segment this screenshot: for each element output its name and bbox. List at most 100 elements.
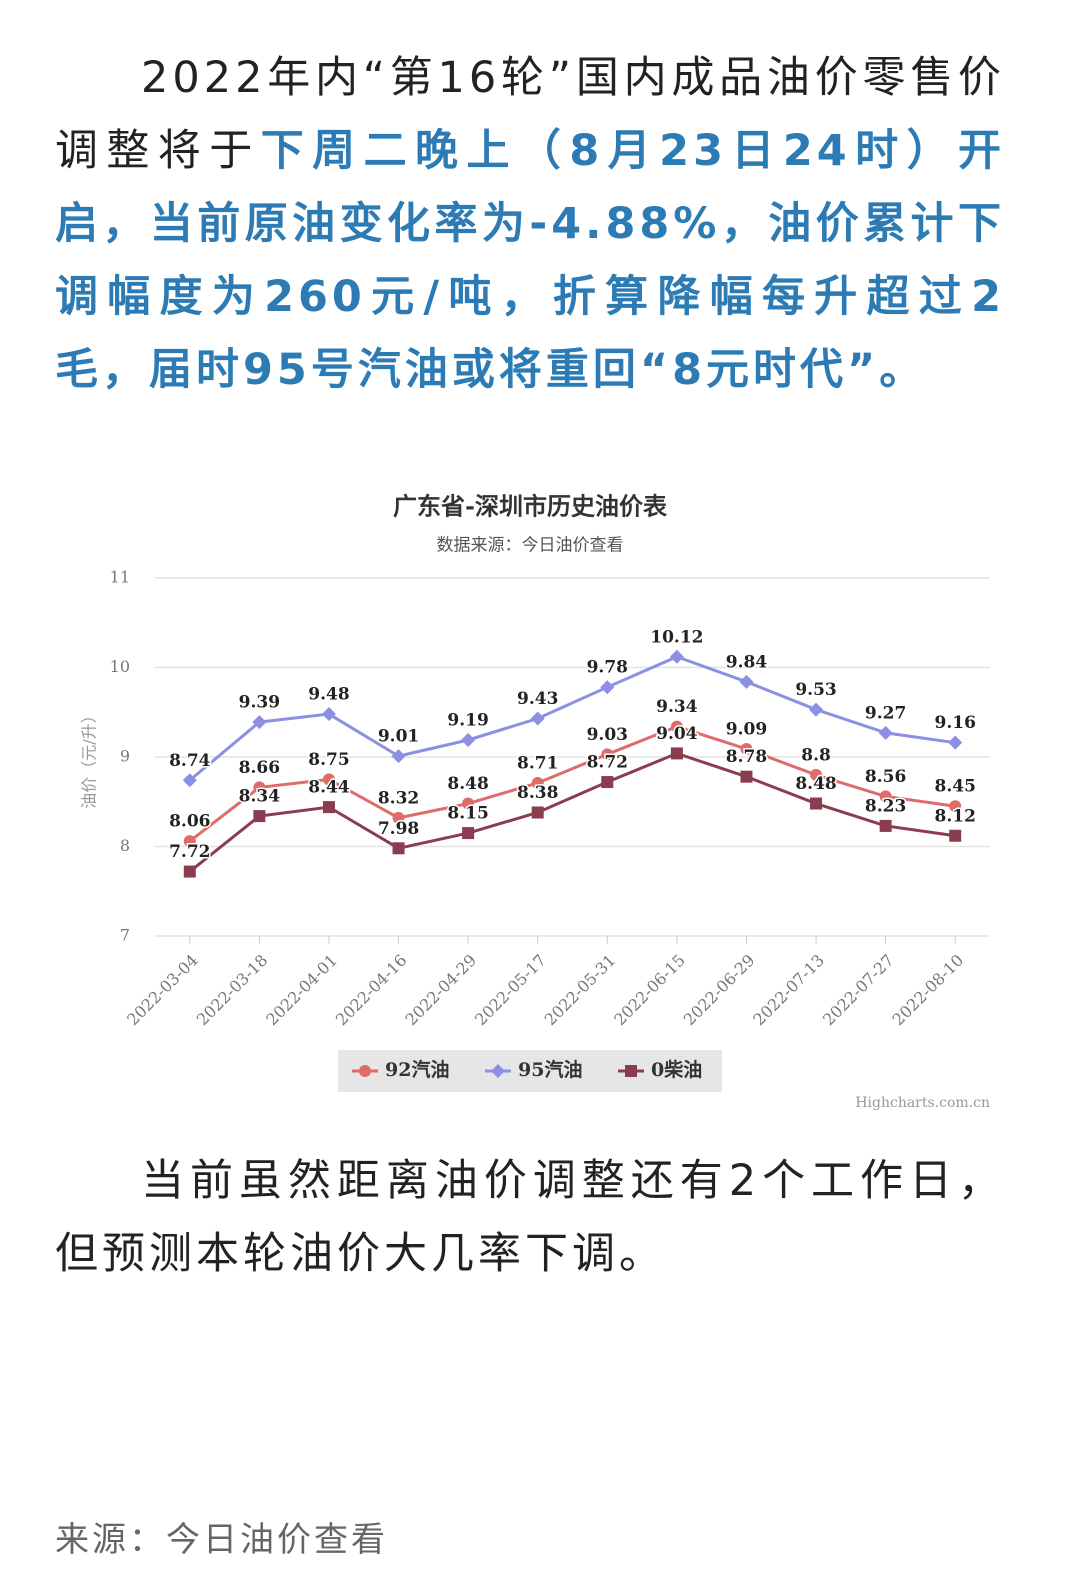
series-line (188, 655, 956, 782)
data-label: 8.34 (239, 787, 281, 807)
data-label: 8.72 (587, 753, 628, 773)
data-label: 8.23 (865, 796, 906, 816)
y-axis-title: 油价（元/升） (80, 707, 99, 808)
point (601, 748, 614, 761)
intro-text: 2022年内“第16轮”国内成品油价零售价调整将于 (55, 53, 1005, 176)
x-tick-label: 2022-04-01 (262, 951, 341, 1030)
point (878, 725, 893, 740)
point (949, 829, 962, 842)
data-label: 8.56 (865, 767, 906, 787)
data-label: 7.98 (378, 819, 419, 839)
data-label: 9.27 (865, 703, 906, 723)
data-label: 8.78 (726, 747, 767, 767)
data-label: 9.04 (656, 724, 698, 744)
point (531, 776, 544, 789)
data-label: 9.43 (517, 689, 558, 709)
point (183, 835, 196, 848)
point (740, 770, 753, 783)
credits: Highcharts.com.cn (855, 1095, 990, 1111)
body-paragraph: 当前虽然距离油价调整还有2个工作日，但预测本轮油价大几率下调。 (55, 1156, 1005, 1279)
intro-paragraph: 2022年内“第16轮”国内成品油价零售价调整将于下周二晚上（8月23日24时）… (55, 42, 1005, 407)
data-label: 9.48 (308, 685, 349, 705)
chart-subtitle: 数据来源：今日油价查看 (437, 536, 624, 556)
data-label: 9.03 (587, 725, 628, 745)
data-label: 8.8 (801, 745, 831, 765)
point (669, 649, 684, 664)
point (491, 1064, 505, 1078)
source: 来源：今日油价查看 (55, 1520, 388, 1560)
x-tick-label: 2022-05-17 (471, 951, 550, 1030)
data-label: 9.09 (726, 719, 767, 739)
y-tick-label: 9 (120, 747, 130, 766)
point (322, 773, 335, 786)
point (670, 747, 683, 760)
legend-label: 95汽油 (518, 1058, 582, 1081)
point (462, 797, 475, 810)
point (810, 768, 823, 781)
point (740, 742, 753, 755)
x-tick-label: 2022-08-10 (889, 951, 968, 1030)
y-tick-label: 10 (110, 657, 130, 676)
point (392, 842, 405, 855)
point (183, 865, 196, 878)
x-tick-label: 2022-07-13 (749, 951, 828, 1030)
data-label: 8.45 (935, 777, 976, 797)
chart: 广东省-深圳市历史油价表 数据来源：今日油价查看 油价（元/升） Highcha… (80, 492, 990, 1111)
data-label: 9.01 (378, 727, 419, 747)
point (739, 674, 754, 689)
data-label: 8.75 (308, 750, 349, 770)
point (322, 801, 335, 814)
series (183, 747, 962, 878)
data-label: 9.34 (656, 697, 698, 717)
point (253, 810, 266, 823)
x-tick-label: 2022-06-15 (610, 951, 689, 1030)
x-tick-label: 2022-07-27 (819, 951, 898, 1030)
data-label: 9.16 (935, 713, 976, 733)
y-tick-label: 7 (120, 926, 130, 945)
point (879, 819, 892, 832)
point (600, 680, 615, 695)
point (252, 715, 267, 730)
y-tick-label: 11 (110, 568, 130, 587)
point (462, 827, 475, 840)
point (949, 800, 962, 813)
data-label: 8.44 (308, 778, 350, 798)
point (879, 790, 892, 803)
x-tick-label: 2022-04-16 (332, 951, 411, 1030)
x-tick-label: 2022-05-31 (541, 951, 620, 1030)
x-tick-label: 2022-03-04 (123, 951, 202, 1030)
legend-label: 0柴油 (651, 1058, 702, 1081)
point (321, 707, 336, 722)
data-label: 8.38 (517, 783, 558, 803)
point (253, 781, 266, 794)
x-tick-label: 2022-06-29 (680, 951, 759, 1030)
chart-title: 广东省-深圳市历史油价表 (393, 492, 668, 521)
series (183, 720, 962, 848)
point (948, 735, 963, 750)
point (601, 776, 614, 789)
series (182, 649, 963, 788)
data-label: 8.48 (447, 774, 488, 794)
data-label: 8.48 (795, 774, 836, 794)
point (530, 711, 545, 726)
data-label: 9.78 (587, 658, 628, 678)
legend-box (338, 1050, 722, 1092)
point (182, 773, 197, 788)
x-tick-label: 2022-03-18 (193, 951, 272, 1030)
x-tick-label: 2022-04-29 (401, 951, 480, 1030)
point (531, 806, 544, 819)
data-label: 8.12 (935, 806, 976, 826)
point (391, 749, 406, 764)
data-label: 9.53 (795, 680, 836, 700)
point (461, 732, 476, 747)
data-label: 7.72 (169, 842, 210, 862)
data-label: 8.71 (517, 753, 558, 773)
series-line (188, 724, 956, 843)
data-label: 8.66 (239, 758, 280, 778)
data-label: 9.84 (726, 652, 768, 672)
legend-label: 92汽油 (385, 1058, 449, 1081)
point (625, 1065, 637, 1077)
y-tick-label: 8 (120, 836, 130, 855)
point (809, 702, 824, 717)
